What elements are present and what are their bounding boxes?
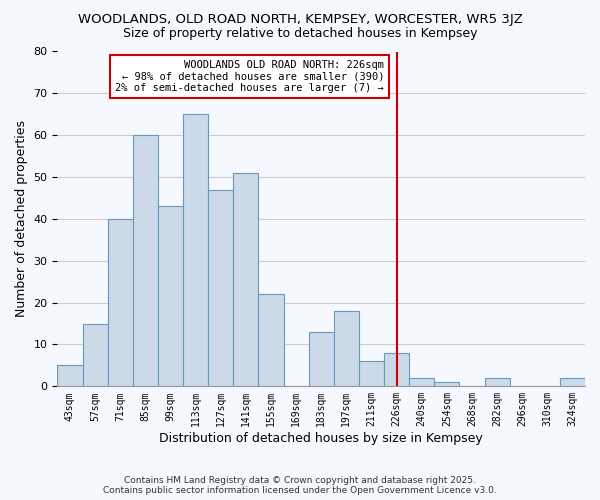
Bar (560, 378, 585, 386)
Bar (334, 311, 359, 386)
Bar (259, 294, 284, 386)
X-axis label: Distribution of detached houses by size in Kempsey: Distribution of detached houses by size … (160, 432, 483, 445)
Bar (233, 173, 259, 386)
Text: WOODLANDS OLD ROAD NORTH: 226sqm
← 98% of detached houses are smaller (390)
2% o: WOODLANDS OLD ROAD NORTH: 226sqm ← 98% o… (115, 60, 384, 93)
Bar (208, 190, 233, 386)
Bar (83, 324, 107, 386)
Bar (434, 382, 460, 386)
Bar (58, 366, 83, 386)
Bar (485, 378, 509, 386)
Bar (133, 135, 158, 386)
Bar (409, 378, 434, 386)
Bar (308, 332, 334, 386)
Y-axis label: Number of detached properties: Number of detached properties (15, 120, 28, 318)
Bar (183, 114, 208, 386)
Bar (359, 361, 384, 386)
Bar (158, 206, 183, 386)
Bar (107, 219, 133, 386)
Text: Size of property relative to detached houses in Kempsey: Size of property relative to detached ho… (123, 28, 477, 40)
Text: WOODLANDS, OLD ROAD NORTH, KEMPSEY, WORCESTER, WR5 3JZ: WOODLANDS, OLD ROAD NORTH, KEMPSEY, WORC… (77, 12, 523, 26)
Bar (384, 353, 409, 386)
Text: Contains HM Land Registry data © Crown copyright and database right 2025.
Contai: Contains HM Land Registry data © Crown c… (103, 476, 497, 495)
